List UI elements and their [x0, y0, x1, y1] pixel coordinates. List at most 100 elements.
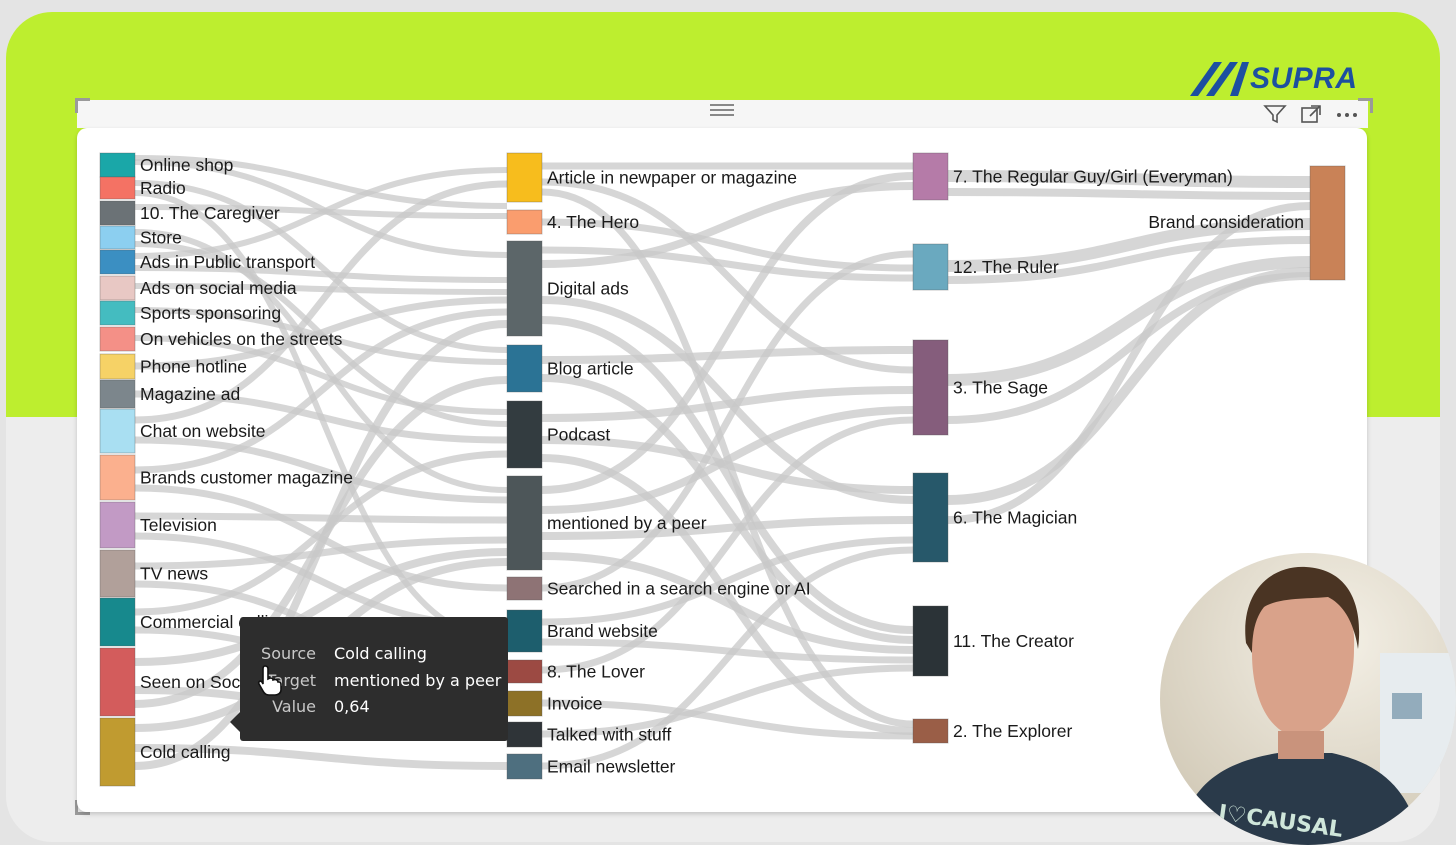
sankey-link[interactable]	[541, 699, 914, 740]
sankey-node[interactable]	[506, 152, 543, 203]
sankey-link[interactable]	[947, 256, 1311, 386]
sankey-link[interactable]	[541, 638, 914, 664]
drag-handle-icon[interactable]	[709, 100, 735, 118]
sankey-link[interactable]	[541, 516, 914, 540]
sankey-node[interactable]	[912, 243, 949, 291]
filter-icon[interactable]	[1263, 103, 1287, 125]
sankey-link[interactable]	[541, 416, 914, 674]
sankey-node-label: Ads on social media	[140, 278, 297, 298]
resize-corner-bottom-left[interactable]	[75, 800, 90, 815]
sankey-link[interactable]	[134, 180, 508, 424]
sankey-node[interactable]	[99, 200, 136, 226]
sankey-link[interactable]	[541, 246, 914, 282]
sankey-link[interactable]	[134, 241, 508, 427]
sankey-link[interactable]	[541, 316, 914, 634]
sankey-node-label: Email newsletter	[547, 757, 676, 777]
sankey-link[interactable]	[134, 548, 508, 666]
sankey-node[interactable]	[99, 353, 136, 380]
presenter-webcam: I♡CAUSAL	[1160, 553, 1456, 845]
sankey-node-label: Blog article	[547, 359, 634, 379]
sankey-link[interactable]	[541, 374, 914, 644]
sankey-link[interactable]	[541, 552, 914, 654]
sankey-link[interactable]	[134, 335, 508, 415]
sankey-node[interactable]	[912, 152, 949, 201]
sankey-node-label: Cold calling	[140, 742, 230, 762]
sankey-node[interactable]	[99, 501, 136, 549]
sankey-node-label: 4. The Hero	[547, 212, 639, 232]
sankey-node-label: Invoice	[547, 694, 602, 714]
sankey-node[interactable]	[912, 605, 949, 677]
sankey-node[interactable]	[99, 152, 136, 178]
sankey-link[interactable]	[134, 512, 508, 524]
sankey-link[interactable]	[541, 664, 914, 738]
sankey-node-label: 2. The Explorer	[953, 721, 1072, 741]
sankey-node[interactable]	[99, 326, 136, 352]
sankey-link[interactable]	[541, 188, 914, 728]
sankey-node[interactable]	[99, 408, 136, 454]
sankey-node-label: On vehicles on the streets	[140, 329, 343, 349]
sankey-node[interactable]	[506, 721, 543, 748]
sankey-node[interactable]	[99, 176, 136, 200]
sankey-node[interactable]	[99, 454, 136, 501]
supra-logo-icon	[1190, 62, 1249, 96]
sankey-node-label: 11. The Creator	[953, 631, 1074, 651]
sankey-node[interactable]	[99, 597, 136, 647]
sankey-link[interactable]	[947, 202, 1311, 524]
resize-corner-top-right[interactable]	[1358, 98, 1373, 113]
sankey-node[interactable]	[506, 209, 543, 235]
sankey-node[interactable]	[1309, 165, 1346, 281]
sankey-link[interactable]	[947, 272, 1311, 424]
sankey-node[interactable]	[99, 647, 136, 717]
sankey-node[interactable]	[99, 225, 136, 250]
sankey-node[interactable]	[506, 475, 543, 571]
sankey-node-label: Brand consideration	[1148, 212, 1304, 232]
sankey-node[interactable]	[99, 275, 136, 301]
sankey-link[interactable]	[541, 172, 914, 494]
sankey-link[interactable]	[134, 308, 508, 474]
sankey-node[interactable]	[99, 717, 136, 787]
sankey-node[interactable]	[506, 344, 543, 393]
sankey-node[interactable]	[506, 753, 543, 780]
sankey-node[interactable]	[99, 300, 136, 326]
sankey-node[interactable]	[99, 379, 136, 409]
sankey-node-label: Store	[140, 228, 182, 248]
sankey-node[interactable]	[506, 400, 543, 469]
sankey-node[interactable]	[912, 718, 949, 744]
sankey-node[interactable]	[99, 549, 136, 598]
sankey-link[interactable]	[134, 265, 508, 283]
sankey-node[interactable]	[99, 249, 136, 275]
more-options-icon[interactable]	[1334, 103, 1360, 125]
sankey-link[interactable]	[134, 155, 508, 209]
sankey-node-label: Brands customer magazine	[140, 468, 353, 488]
sankey-link[interactable]	[134, 190, 508, 643]
sankey-link[interactable]	[541, 546, 914, 770]
sankey-node-label: Article in newpaper or magazine	[547, 168, 797, 188]
sankey-node-label: Sports sponsoring	[140, 303, 281, 323]
sankey-node[interactable]	[506, 240, 543, 337]
sankey-node[interactable]	[912, 339, 949, 436]
sankey-node[interactable]	[506, 576, 543, 601]
sankey-node[interactable]	[912, 472, 949, 563]
sankey-link[interactable]	[541, 250, 914, 592]
sankey-link[interactable]	[947, 170, 1311, 188]
sankey-link[interactable]	[134, 180, 508, 353]
sankey-link[interactable]	[134, 450, 508, 616]
sankey-link[interactable]	[134, 229, 508, 493]
sankey-link[interactable]	[134, 436, 508, 504]
sankey-link[interactable]	[134, 283, 508, 295]
resize-corner-top-left[interactable]	[75, 98, 90, 113]
sankey-node-label: Searched in a search engine or AI	[547, 579, 811, 599]
sankey-link[interactable]	[947, 236, 1311, 284]
sankey-link[interactable]	[134, 320, 508, 770]
sankey-node[interactable]	[506, 690, 543, 717]
sankey-node[interactable]	[506, 609, 543, 653]
focus-mode-icon[interactable]	[1299, 103, 1323, 125]
sankey-link[interactable]	[541, 536, 914, 626]
sankey-link[interactable]	[541, 386, 914, 422]
sankey-link[interactable]	[541, 218, 914, 272]
sankey-link[interactable]	[541, 178, 914, 374]
sankey-link[interactable]	[947, 188, 1311, 200]
sankey-node[interactable]	[506, 659, 543, 684]
sankey-link[interactable]	[541, 346, 914, 364]
